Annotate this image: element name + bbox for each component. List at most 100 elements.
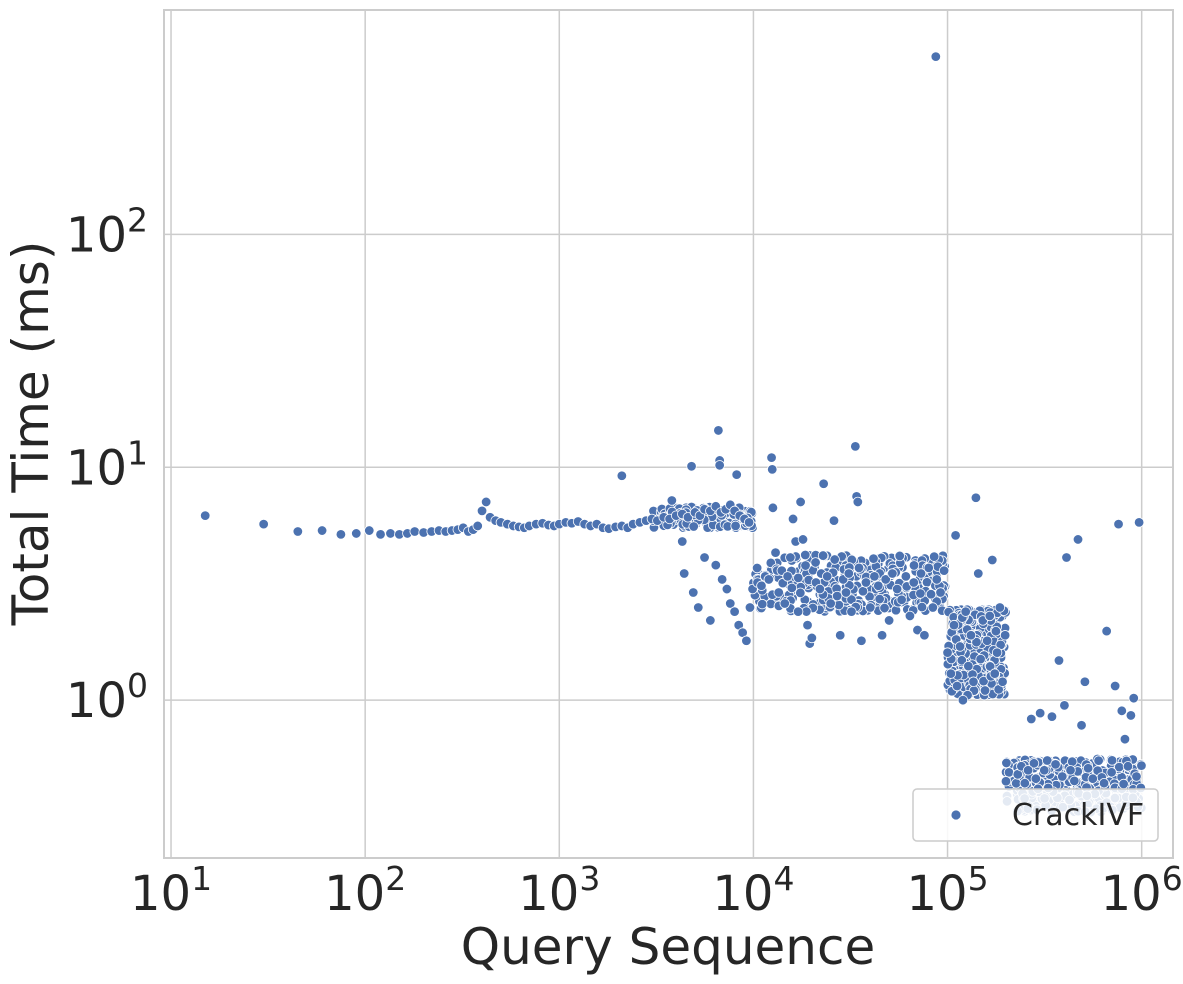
legend: CrackIVF (912, 788, 1159, 842)
data-point (1079, 676, 1091, 687)
data-point (1113, 518, 1124, 530)
data-point (1116, 705, 1128, 717)
data-point (945, 668, 957, 679)
y-tick-labels: 100 101 102 (66, 200, 148, 729)
x-tick-label: 106 (1101, 859, 1183, 922)
x-tick-label: 101 (130, 859, 212, 922)
data-point (1076, 720, 1087, 731)
data-point (865, 602, 876, 613)
x-tick-label: 105 (907, 859, 989, 922)
data-point (853, 562, 865, 574)
data-point (682, 512, 694, 523)
data-point (880, 574, 891, 585)
data-point (793, 572, 804, 584)
data-point (973, 568, 984, 579)
data-point (852, 496, 864, 508)
data-point (979, 685, 991, 696)
x-tick-label: 104 (712, 859, 794, 922)
data-point (817, 550, 829, 561)
data-point (991, 647, 1003, 658)
data-point (928, 551, 940, 562)
data-point (721, 583, 733, 595)
data-point (1065, 765, 1076, 776)
data-point (894, 550, 905, 562)
data-point (292, 526, 304, 537)
data-point (476, 505, 488, 517)
data-point (915, 568, 927, 579)
data-point (710, 559, 721, 571)
data-point (757, 598, 768, 610)
data-point (891, 583, 903, 595)
data-point (850, 441, 861, 452)
data-point (1034, 707, 1046, 719)
y-tick-label: 101 (66, 433, 148, 496)
grid-lines (164, 10, 1173, 858)
data-point (792, 606, 804, 617)
data-point (957, 694, 969, 706)
data-point (806, 632, 818, 644)
data-point (876, 630, 888, 641)
data-point (679, 568, 690, 579)
data-point (1087, 773, 1098, 784)
data-point (756, 580, 767, 591)
data-point (1003, 767, 1015, 778)
data-point (825, 598, 836, 609)
data-point (409, 526, 420, 537)
legend-label: CrackIVF (1012, 798, 1144, 833)
data-point (989, 668, 1000, 679)
data-point (868, 553, 879, 564)
data-point (970, 492, 982, 503)
data-point (1061, 552, 1072, 563)
data-point (472, 520, 483, 532)
data-point (968, 676, 979, 687)
data-point (385, 528, 396, 539)
data-point (927, 602, 939, 613)
data-point (767, 502, 779, 514)
data-point (1106, 767, 1117, 778)
data-point (1067, 756, 1078, 767)
data-point (822, 571, 833, 582)
data-point (869, 571, 880, 582)
data-point (873, 580, 884, 591)
data-point (699, 552, 710, 563)
data-point (931, 574, 942, 585)
data-point (840, 587, 852, 598)
data-point (713, 425, 724, 436)
data-point (1122, 761, 1134, 772)
data-point (716, 574, 728, 585)
data-point (1098, 777, 1110, 789)
y-tick-label: 100 (66, 666, 148, 729)
data-point (925, 589, 937, 600)
data-point (908, 577, 919, 588)
data-point (1019, 777, 1030, 789)
data-point (994, 602, 1006, 613)
data-point (767, 464, 778, 475)
data-point (797, 534, 809, 545)
data-point (335, 529, 347, 540)
data-point (1059, 700, 1070, 711)
data-point (829, 554, 840, 565)
data-point (999, 630, 1011, 641)
data-point (857, 586, 869, 597)
data-point (375, 529, 386, 540)
data-point (795, 496, 806, 508)
data-point (725, 598, 736, 609)
data-point (1125, 710, 1137, 721)
x-axis-title: Query Sequence (461, 918, 875, 976)
data-point (956, 655, 968, 666)
data-point (935, 587, 946, 598)
data-point (1106, 755, 1118, 766)
data-point (904, 610, 916, 622)
data-point (800, 549, 811, 561)
data-point (1030, 773, 1042, 784)
data-point (1057, 771, 1068, 782)
data-point (1109, 680, 1121, 692)
data-point (912, 624, 923, 636)
data-point (200, 510, 211, 521)
data-point (782, 571, 793, 582)
data-point (686, 461, 697, 472)
data-point (965, 630, 977, 641)
data-points (200, 51, 1147, 818)
data-point (751, 562, 763, 574)
